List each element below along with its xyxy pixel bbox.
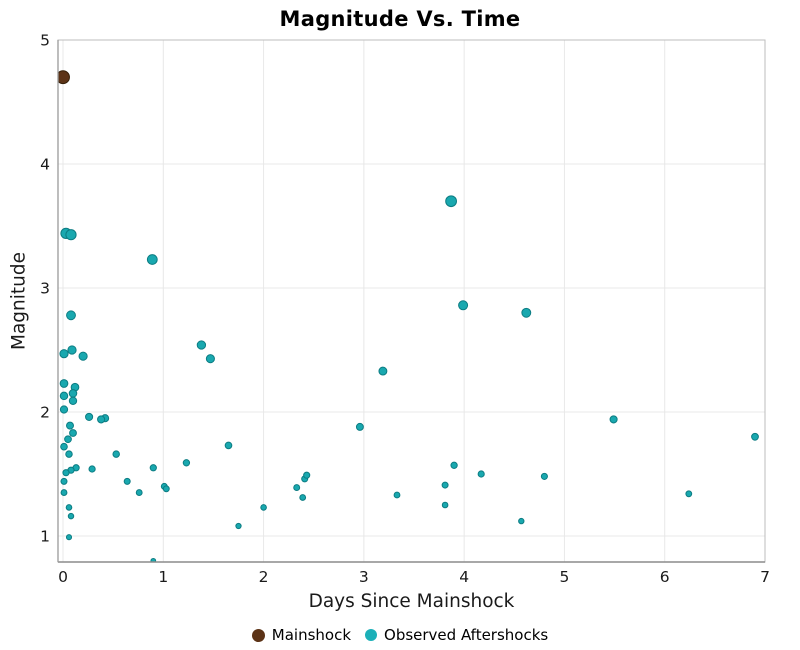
aftershock-point <box>378 366 388 376</box>
aftershock-point <box>299 494 307 501</box>
x-axis-label: Days Since Mainshock <box>308 591 515 612</box>
legend-label-mainshock: Mainshock <box>271 626 352 644</box>
aftershock-point <box>88 465 96 473</box>
chart-title: Magnitude Vs. Time <box>279 7 521 31</box>
aftershock-point <box>477 470 485 478</box>
aftershock-point <box>65 504 73 511</box>
aftershock-point <box>150 557 157 562</box>
aftershock-point <box>751 432 759 441</box>
x-axis-tick-label: 4 <box>459 568 469 586</box>
y-axis-tick-label: 4 <box>40 155 50 173</box>
legend: Mainshock Observed Aftershocks <box>0 626 800 644</box>
aftershock-point <box>205 354 215 364</box>
aftershock-point <box>146 254 158 265</box>
aftershock-point <box>65 450 73 458</box>
aftershock-point <box>149 464 157 472</box>
aftershock-point <box>68 396 78 405</box>
aftershock-point <box>69 429 77 437</box>
legend-item-aftershocks: Observed Aftershocks <box>365 626 548 644</box>
aftershock-point <box>224 441 233 450</box>
aftershock-point <box>68 389 78 398</box>
aftershock-point <box>59 391 69 401</box>
aftershock-point <box>235 522 242 530</box>
aftershock-point <box>67 512 75 520</box>
y-axis-tick-label: 5 <box>40 32 50 50</box>
x-axis-tick-label: 3 <box>359 568 369 586</box>
aftershock-point <box>182 459 191 467</box>
aftershock-point <box>162 485 170 493</box>
aftershock-point <box>521 307 532 318</box>
aftershock-point <box>445 195 457 208</box>
aftershock-point <box>60 477 68 485</box>
y-axis-tick-label: 1 <box>40 527 50 545</box>
aftershock-point <box>123 477 131 485</box>
y-axis-label: Magnitude <box>8 251 30 351</box>
aftershock-point <box>112 450 120 458</box>
mainshock-point <box>58 70 70 85</box>
aftershock-point <box>59 405 69 414</box>
aftershock-point <box>59 349 69 359</box>
aftershock-point <box>97 415 106 424</box>
aftershock-point <box>196 340 207 350</box>
aftershock-point <box>60 442 68 451</box>
aftershock-marker-icon <box>365 629 378 641</box>
aftershock-point <box>441 481 449 489</box>
x-axis-tick-label: 7 <box>760 568 770 586</box>
aftershock-point <box>355 422 364 431</box>
aftershock-point <box>518 517 525 525</box>
aftershock-point <box>303 471 311 479</box>
aftershock-point <box>609 415 618 424</box>
x-axis-tick-label: 5 <box>559 568 569 586</box>
legend-item-mainshock: Mainshock <box>251 626 352 644</box>
aftershock-point <box>450 461 458 469</box>
aftershock-point <box>293 484 301 492</box>
aftershock-point <box>685 490 693 498</box>
aftershock-point <box>135 489 143 497</box>
aftershock-point <box>85 412 94 421</box>
aftershock-point <box>78 351 88 361</box>
aftershock-point <box>66 421 74 430</box>
aftershock-point <box>458 300 469 311</box>
y-axis-tick-label: 2 <box>40 403 50 421</box>
aftershock-point <box>393 491 401 499</box>
x-axis-tick-label: 2 <box>259 568 269 586</box>
aftershock-point <box>60 489 68 497</box>
legend-label-aftershocks: Observed Aftershocks <box>384 626 549 644</box>
aftershock-point <box>67 345 77 355</box>
data-points-layer <box>58 70 759 562</box>
x-axis-tick-label: 6 <box>660 568 670 586</box>
x-axis-tick-label: 1 <box>158 568 168 586</box>
aftershock-point <box>62 469 70 477</box>
aftershock-point <box>540 472 548 480</box>
aftershock-point <box>441 501 449 509</box>
aftershock-point <box>59 379 69 388</box>
mainshock-marker-icon <box>251 628 265 642</box>
y-axis-tick-label: 3 <box>40 279 50 297</box>
x-axis-tick-label: 0 <box>58 568 68 586</box>
aftershock-point <box>66 310 76 321</box>
aftershock-point <box>65 534 73 541</box>
aftershock-point <box>65 229 77 241</box>
aftershock-point <box>64 435 72 444</box>
aftershock-point <box>260 504 267 511</box>
